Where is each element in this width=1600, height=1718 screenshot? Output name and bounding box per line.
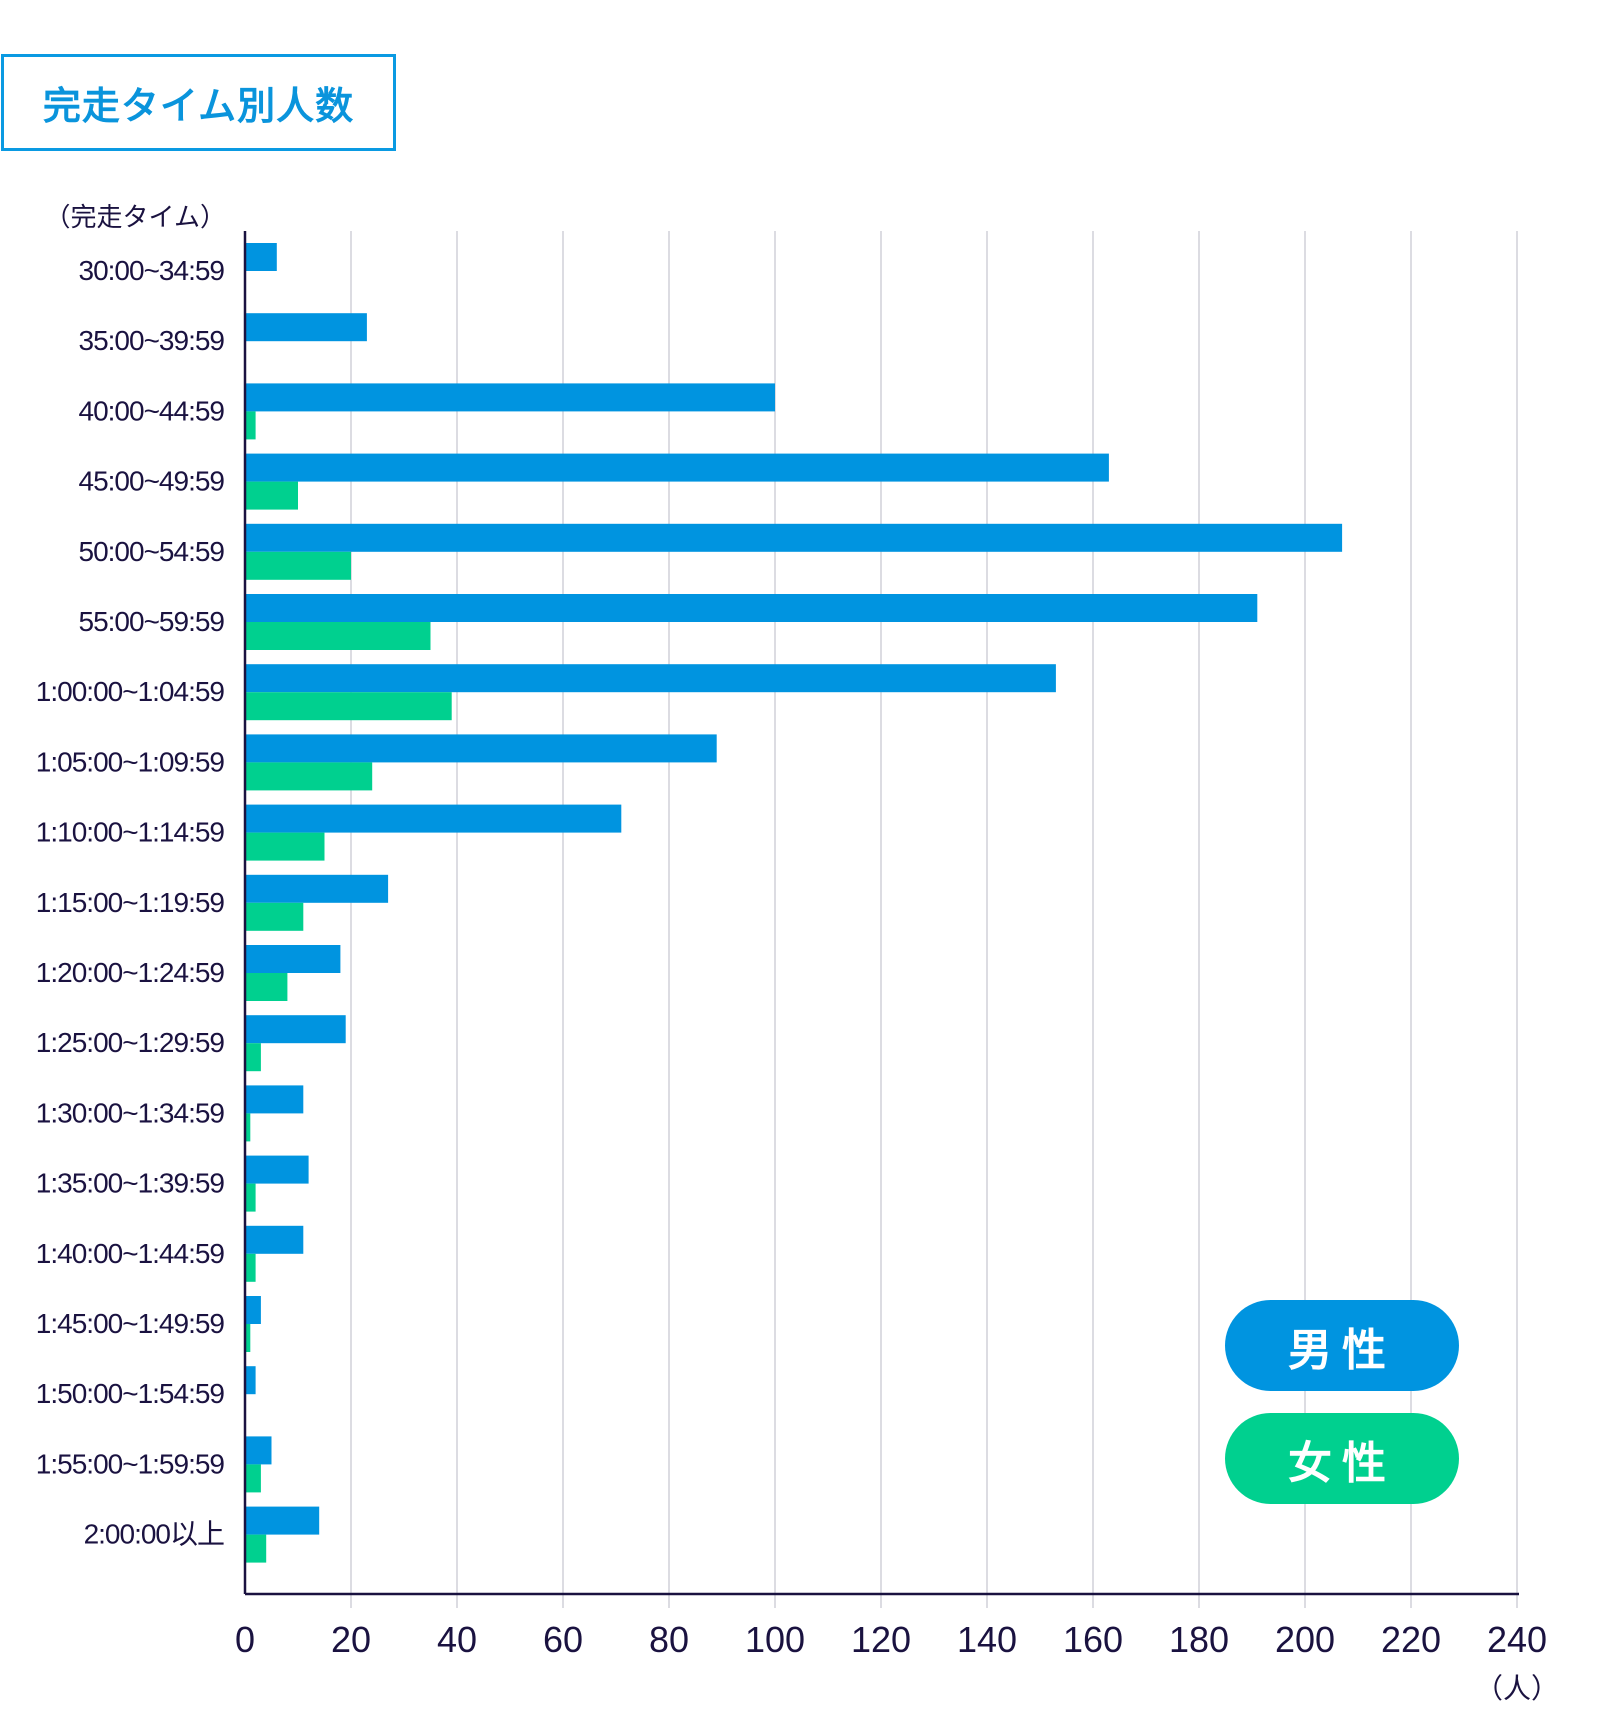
category-label: 30:00~34:59 (79, 255, 225, 286)
category-label: 50:00~54:59 (79, 536, 225, 567)
category-label: 45:00~49:59 (79, 466, 225, 497)
bar-female (245, 762, 373, 791)
legend-male: 男性 (1225, 1300, 1459, 1391)
legend-label-female: 女性 (1288, 1438, 1396, 1488)
category-label: 1:50:00~1:54:59 (36, 1378, 225, 1409)
bar-male (245, 453, 1109, 482)
bar-female (245, 1253, 256, 1282)
bar-male (245, 1155, 309, 1184)
bar-male (245, 243, 277, 271)
bar-male (245, 945, 341, 973)
x-tick-label: 140 (957, 1619, 1017, 1660)
category-label: 40:00~44:59 (79, 395, 225, 426)
x-tick-label: 80 (649, 1619, 689, 1660)
x-tick-label: 0 (235, 1619, 255, 1660)
bar-female (245, 1464, 261, 1493)
x-tick-label: 200 (1275, 1619, 1335, 1660)
bar-female (245, 692, 452, 721)
bar-male (245, 1296, 261, 1324)
chart-title: 完走タイム別人数 (42, 86, 355, 128)
x-tick-label: 100 (745, 1619, 805, 1660)
category-label: 1:10:00~1:14:59 (36, 817, 225, 848)
bar-male (245, 1015, 346, 1044)
category-label: 1:35:00~1:39:59 (36, 1168, 225, 1199)
category-label: 1:25:00~1:29:59 (36, 1027, 225, 1058)
bar-male (245, 1085, 304, 1114)
x-tick-label: 120 (851, 1619, 911, 1660)
bar-male (245, 313, 367, 342)
bar-female (245, 902, 304, 931)
category-label: 1:20:00~1:24:59 (36, 957, 225, 988)
bar-male (245, 804, 622, 833)
x-tick-label: 220 (1381, 1619, 1441, 1660)
legend-female: 女性 (1225, 1413, 1459, 1504)
bar-female (245, 551, 351, 580)
bar-male (245, 664, 1056, 693)
category-label: 35:00~39:59 (79, 325, 225, 356)
x-tick-label: 60 (543, 1619, 583, 1660)
bar-male (245, 1366, 256, 1395)
bar-female (245, 832, 325, 861)
category-label: 1:55:00~1:59:59 (36, 1448, 225, 1479)
bar-male (245, 523, 1343, 552)
bar-male (245, 734, 717, 763)
y-axis-title: （完走タイム） (45, 202, 226, 232)
category-label: 1:15:00~1:19:59 (36, 887, 225, 918)
category-label: 1:30:00~1:34:59 (36, 1097, 225, 1128)
bar-female (245, 622, 431, 650)
bar-female (245, 481, 298, 510)
x-tick-label: 180 (1169, 1619, 1229, 1660)
bar-male (245, 1436, 272, 1465)
x-tick-label: 160 (1063, 1619, 1123, 1660)
legend-label-male: 男性 (1288, 1325, 1396, 1375)
bar-female (245, 973, 288, 1001)
x-tick-label: 20 (331, 1619, 371, 1660)
bar-male (245, 383, 775, 412)
chart-title-box: 完走タイム別人数 (1, 54, 396, 151)
category-label: 1:40:00~1:44:59 (36, 1238, 225, 1269)
x-tick-label: 240 (1487, 1619, 1547, 1660)
bar-male (245, 594, 1258, 622)
bar-female (245, 1183, 256, 1212)
x-axis-unit: （人） (1475, 1673, 1559, 1704)
bar-female (245, 1043, 261, 1072)
bar-female (245, 1324, 251, 1352)
category-label: 1:45:00~1:49:59 (36, 1308, 225, 1339)
bar-male (245, 874, 389, 903)
bar-male (245, 1506, 320, 1535)
category-label: 55:00~59:59 (79, 606, 225, 637)
bar-female (245, 411, 256, 440)
bar-male (245, 1225, 304, 1254)
bar-female (245, 1534, 267, 1563)
category-label: 1:00:00~1:04:59 (36, 676, 225, 707)
category-label: 2:00:00以上 (84, 1519, 224, 1550)
bar-female (245, 1113, 251, 1142)
x-tick-label: 40 (437, 1619, 477, 1660)
category-label: 1:05:00~1:09:59 (36, 746, 225, 777)
